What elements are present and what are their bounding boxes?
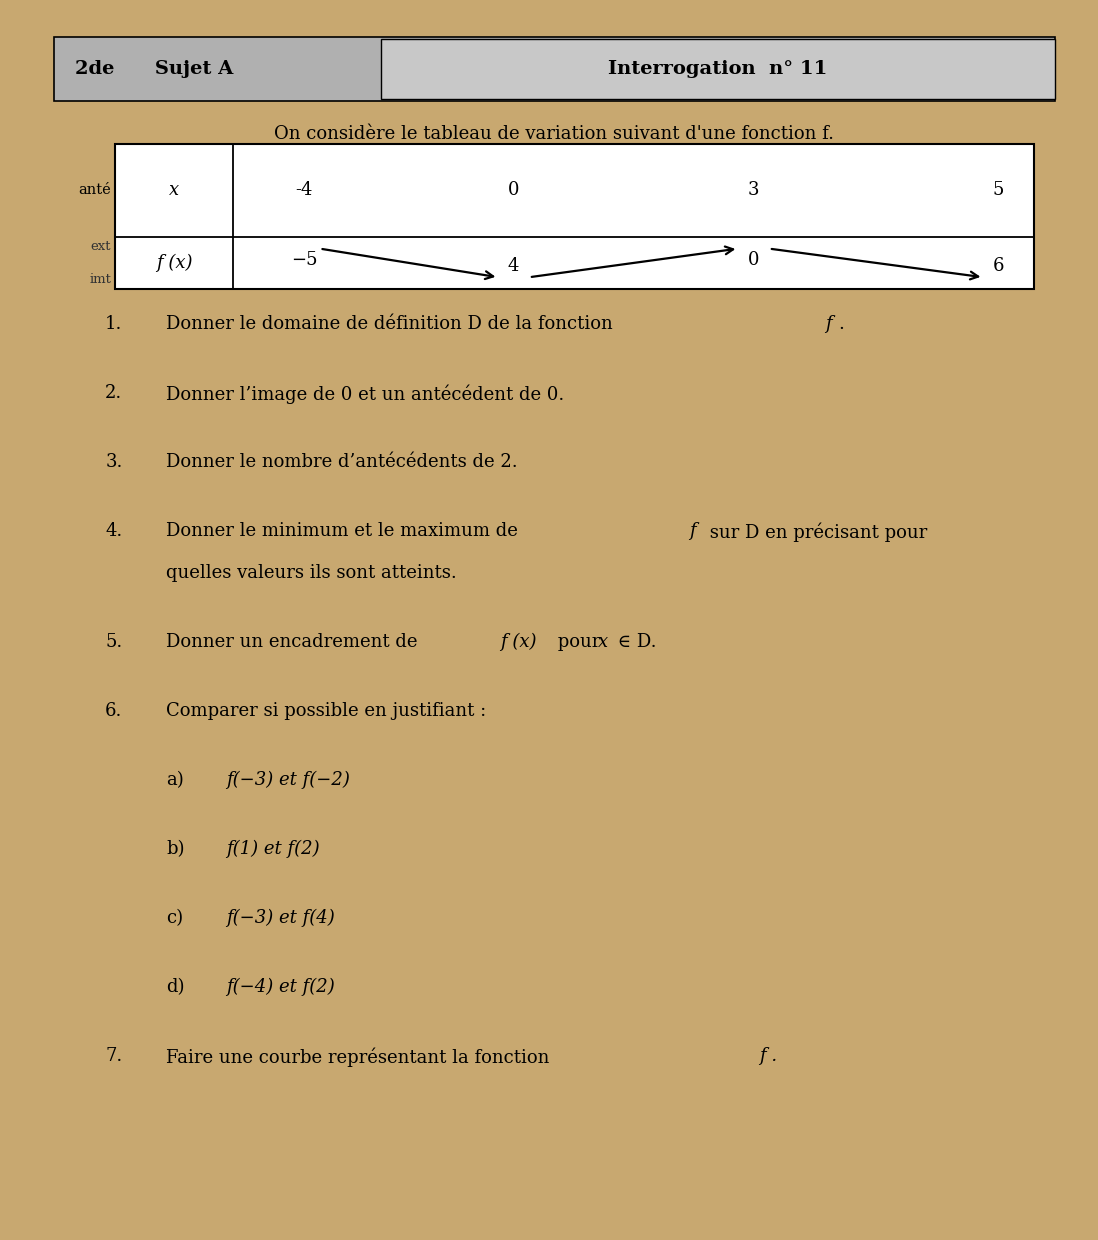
Text: -4: -4 — [295, 181, 313, 200]
Text: pour: pour — [552, 632, 606, 651]
Text: x: x — [598, 632, 608, 651]
Text: 2.: 2. — [105, 384, 123, 402]
Text: 3.: 3. — [105, 454, 123, 471]
Text: quelles valeurs ils sont atteints.: quelles valeurs ils sont atteints. — [167, 564, 457, 582]
Text: 6: 6 — [993, 257, 1005, 275]
Text: 3: 3 — [748, 181, 760, 200]
Text: 5: 5 — [993, 181, 1005, 200]
Text: b): b) — [167, 839, 184, 858]
Text: ext: ext — [91, 239, 111, 253]
Text: Donner le domaine de définition D de la fonction: Donner le domaine de définition D de la … — [167, 315, 619, 334]
Text: Donner le minimum et le maximum de: Donner le minimum et le maximum de — [167, 522, 524, 541]
Text: imt: imt — [89, 273, 111, 286]
Text: f(1) et f(2): f(1) et f(2) — [226, 839, 320, 858]
Text: 0: 0 — [748, 250, 760, 269]
Text: 5.: 5. — [105, 632, 123, 651]
Text: −5: −5 — [291, 250, 317, 269]
Text: f(−3) et f(−2): f(−3) et f(−2) — [226, 771, 349, 789]
Text: Comparer si possible en justifiant :: Comparer si possible en justifiant : — [167, 702, 486, 720]
Text: .: . — [839, 315, 844, 334]
Text: Donner l’image de 0 et un antécédent de 0.: Donner l’image de 0 et un antécédent de … — [167, 384, 564, 404]
Text: ∈ D.: ∈ D. — [612, 632, 657, 651]
Text: f: f — [690, 522, 696, 541]
Text: On considère le tableau de variation suivant d'une fonction f.: On considère le tableau de variation sui… — [274, 125, 834, 144]
Text: x: x — [169, 181, 179, 200]
Text: f: f — [825, 315, 831, 334]
Text: f (x): f (x) — [156, 254, 192, 272]
Text: f (x): f (x) — [501, 632, 537, 651]
Bar — [381, 40, 1055, 99]
Text: 4: 4 — [508, 257, 519, 275]
Text: f(−3) et f(4): f(−3) et f(4) — [226, 909, 335, 928]
Text: 7.: 7. — [105, 1047, 123, 1065]
Text: Donner le nombre d’antécédents de 2.: Donner le nombre d’antécédents de 2. — [167, 454, 518, 471]
Bar — [115, 144, 1034, 289]
Text: a): a) — [167, 771, 184, 789]
Text: anté: anté — [79, 184, 111, 197]
Text: Faire une courbe représentant la fonction: Faire une courbe représentant la fonctio… — [167, 1047, 556, 1066]
Text: f .: f . — [759, 1047, 777, 1065]
Text: c): c) — [167, 909, 183, 928]
Bar — [54, 37, 1055, 100]
Text: 0: 0 — [508, 181, 519, 200]
Text: Interrogation  n° 11: Interrogation n° 11 — [608, 60, 828, 78]
Text: d): d) — [167, 978, 184, 996]
Text: sur D en précisant pour: sur D en précisant pour — [704, 522, 927, 542]
Text: 2de      Sujet A: 2de Sujet A — [75, 60, 233, 78]
Text: 6.: 6. — [105, 702, 123, 720]
Text: 4.: 4. — [105, 522, 123, 541]
Text: f(−4) et f(2): f(−4) et f(2) — [226, 978, 335, 996]
Text: 1.: 1. — [105, 315, 123, 334]
Text: Donner un encadrement de: Donner un encadrement de — [167, 632, 424, 651]
